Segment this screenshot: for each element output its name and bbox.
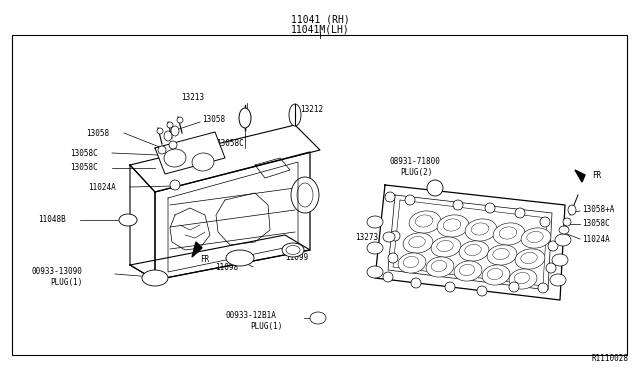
Text: 11099: 11099 (285, 253, 308, 263)
Ellipse shape (546, 263, 556, 273)
Ellipse shape (286, 246, 300, 254)
Text: R1110028: R1110028 (591, 354, 628, 363)
Ellipse shape (465, 219, 497, 241)
Text: 11041 (RH): 11041 (RH) (291, 15, 349, 25)
Ellipse shape (367, 242, 383, 254)
Ellipse shape (142, 270, 168, 286)
Ellipse shape (289, 104, 301, 126)
Ellipse shape (540, 217, 550, 227)
Text: 13058C: 13058C (70, 148, 98, 157)
Polygon shape (575, 170, 585, 182)
Text: PLUG(1): PLUG(1) (250, 323, 282, 331)
Ellipse shape (411, 278, 421, 288)
Text: 11048B: 11048B (38, 215, 66, 224)
Ellipse shape (385, 192, 395, 202)
Ellipse shape (383, 272, 393, 282)
Ellipse shape (403, 233, 433, 253)
Ellipse shape (367, 266, 383, 278)
Ellipse shape (177, 117, 183, 123)
Ellipse shape (454, 261, 482, 281)
Text: FR: FR (200, 256, 209, 264)
Ellipse shape (164, 149, 186, 167)
Text: 13273: 13273 (355, 232, 378, 241)
Text: FR: FR (592, 170, 601, 180)
Ellipse shape (282, 243, 304, 257)
Text: 00933-12B1A: 00933-12B1A (225, 311, 276, 321)
Ellipse shape (550, 274, 566, 286)
Ellipse shape (477, 286, 487, 296)
Ellipse shape (509, 282, 519, 292)
Text: 13213: 13213 (181, 93, 204, 102)
Text: 13058C: 13058C (216, 138, 244, 148)
Ellipse shape (427, 180, 443, 196)
Polygon shape (130, 125, 320, 192)
Ellipse shape (515, 208, 525, 218)
Ellipse shape (383, 232, 395, 242)
Ellipse shape (367, 216, 383, 228)
Polygon shape (130, 165, 155, 280)
Ellipse shape (170, 180, 180, 190)
Ellipse shape (169, 141, 177, 149)
Ellipse shape (157, 128, 163, 134)
Text: 13058: 13058 (86, 128, 109, 138)
Ellipse shape (164, 131, 172, 141)
Ellipse shape (226, 250, 254, 266)
Polygon shape (130, 235, 310, 280)
Polygon shape (192, 242, 202, 257)
Text: PLUG(1): PLUG(1) (50, 279, 83, 288)
Ellipse shape (559, 226, 569, 234)
Text: 00933-13090: 00933-13090 (32, 267, 83, 276)
Ellipse shape (453, 200, 463, 210)
Ellipse shape (405, 195, 415, 205)
Ellipse shape (409, 211, 441, 233)
Ellipse shape (171, 126, 179, 136)
Ellipse shape (426, 257, 454, 277)
Ellipse shape (437, 215, 469, 237)
Ellipse shape (515, 249, 545, 269)
Text: 13212: 13212 (300, 106, 323, 115)
Ellipse shape (192, 153, 214, 171)
Ellipse shape (568, 205, 576, 215)
Ellipse shape (291, 177, 319, 213)
Ellipse shape (390, 231, 400, 241)
Text: 08931-71800: 08931-71800 (390, 157, 441, 167)
Text: PLUG(2): PLUG(2) (400, 167, 433, 176)
Text: 11041M(LH): 11041M(LH) (291, 24, 349, 34)
Ellipse shape (310, 312, 326, 324)
Ellipse shape (119, 214, 137, 226)
Ellipse shape (158, 146, 166, 154)
Ellipse shape (445, 282, 455, 292)
Bar (12, 35, 627, 355)
Ellipse shape (563, 218, 571, 226)
Ellipse shape (493, 223, 525, 245)
Ellipse shape (459, 241, 489, 261)
Polygon shape (375, 185, 565, 300)
Ellipse shape (555, 234, 571, 246)
Text: 11024A: 11024A (88, 183, 116, 192)
Ellipse shape (548, 241, 558, 251)
Ellipse shape (167, 122, 173, 128)
Polygon shape (155, 132, 225, 174)
Text: 13058+A: 13058+A (582, 205, 614, 215)
Text: 11098: 11098 (215, 263, 238, 273)
Ellipse shape (509, 269, 537, 289)
Text: 13058: 13058 (202, 115, 225, 124)
Text: 13058C: 13058C (70, 164, 98, 173)
Ellipse shape (239, 108, 251, 128)
Text: 11024A: 11024A (582, 235, 610, 244)
Polygon shape (155, 152, 310, 280)
Text: 13058C: 13058C (582, 219, 610, 228)
Ellipse shape (388, 253, 398, 263)
Ellipse shape (485, 203, 495, 213)
Ellipse shape (552, 254, 568, 266)
Ellipse shape (538, 283, 548, 293)
Ellipse shape (487, 245, 517, 265)
Ellipse shape (482, 265, 510, 285)
Ellipse shape (431, 237, 461, 257)
Ellipse shape (521, 228, 551, 248)
Ellipse shape (398, 253, 426, 273)
